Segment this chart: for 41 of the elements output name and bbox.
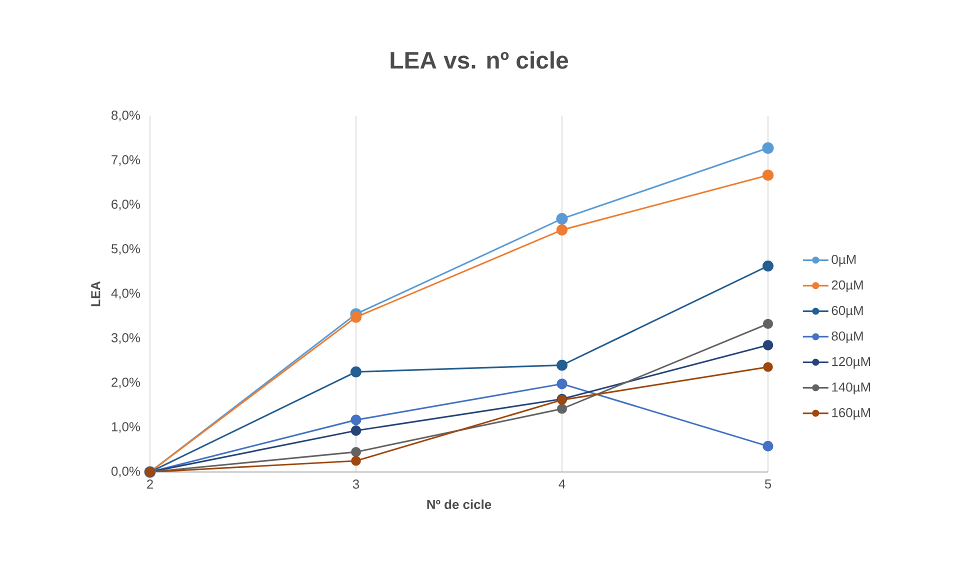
point	[556, 224, 568, 236]
y-axis-title: LEA	[91, 281, 100, 306]
x-tick-label: 5	[764, 480, 772, 489]
point	[350, 414, 362, 426]
point	[762, 260, 774, 272]
y-tick-label: 7,0%	[112, 155, 140, 166]
legend-label: 80µM	[832, 331, 863, 344]
x-tick-label: 3	[352, 480, 360, 489]
y-tick-label: 5,0%	[111, 244, 140, 255]
point	[350, 366, 362, 378]
legend-label: 140µM	[832, 382, 870, 394]
y-tick-label: 3,0%	[111, 333, 140, 344]
point	[762, 142, 774, 154]
x-tick-label: 4	[558, 480, 566, 488]
legend-label: 120µM	[832, 356, 870, 369]
point	[351, 456, 361, 466]
point	[762, 170, 774, 181]
point	[351, 446, 362, 457]
y-tick-label: 1,0%	[112, 422, 140, 433]
point	[763, 318, 774, 329]
legend-label: 60µM	[832, 306, 863, 318]
x-tick-label: 2	[147, 480, 153, 489]
point	[556, 213, 568, 225]
legend-label: 20µM	[832, 280, 863, 292]
point	[762, 440, 774, 452]
point	[350, 312, 362, 323]
x-axis-title: Nº de cicle	[427, 500, 492, 510]
chart-title: LEA vs. nº cicle	[390, 51, 568, 69]
legend-label: 0µM	[832, 254, 856, 267]
point	[350, 425, 362, 436]
y-tick-label: 6,0%	[112, 200, 140, 210]
point	[762, 340, 774, 350]
y-tick-label: 4,0%	[111, 288, 140, 300]
y-tick-label: 8,0%	[112, 110, 140, 122]
point	[763, 362, 773, 372]
legend-label: 160µM	[832, 408, 870, 420]
y-tick-label: 0,0%	[111, 466, 140, 478]
point	[557, 404, 568, 414]
point	[556, 360, 568, 371]
y-tick-label: 2,0%	[112, 378, 140, 388]
point	[556, 378, 568, 390]
